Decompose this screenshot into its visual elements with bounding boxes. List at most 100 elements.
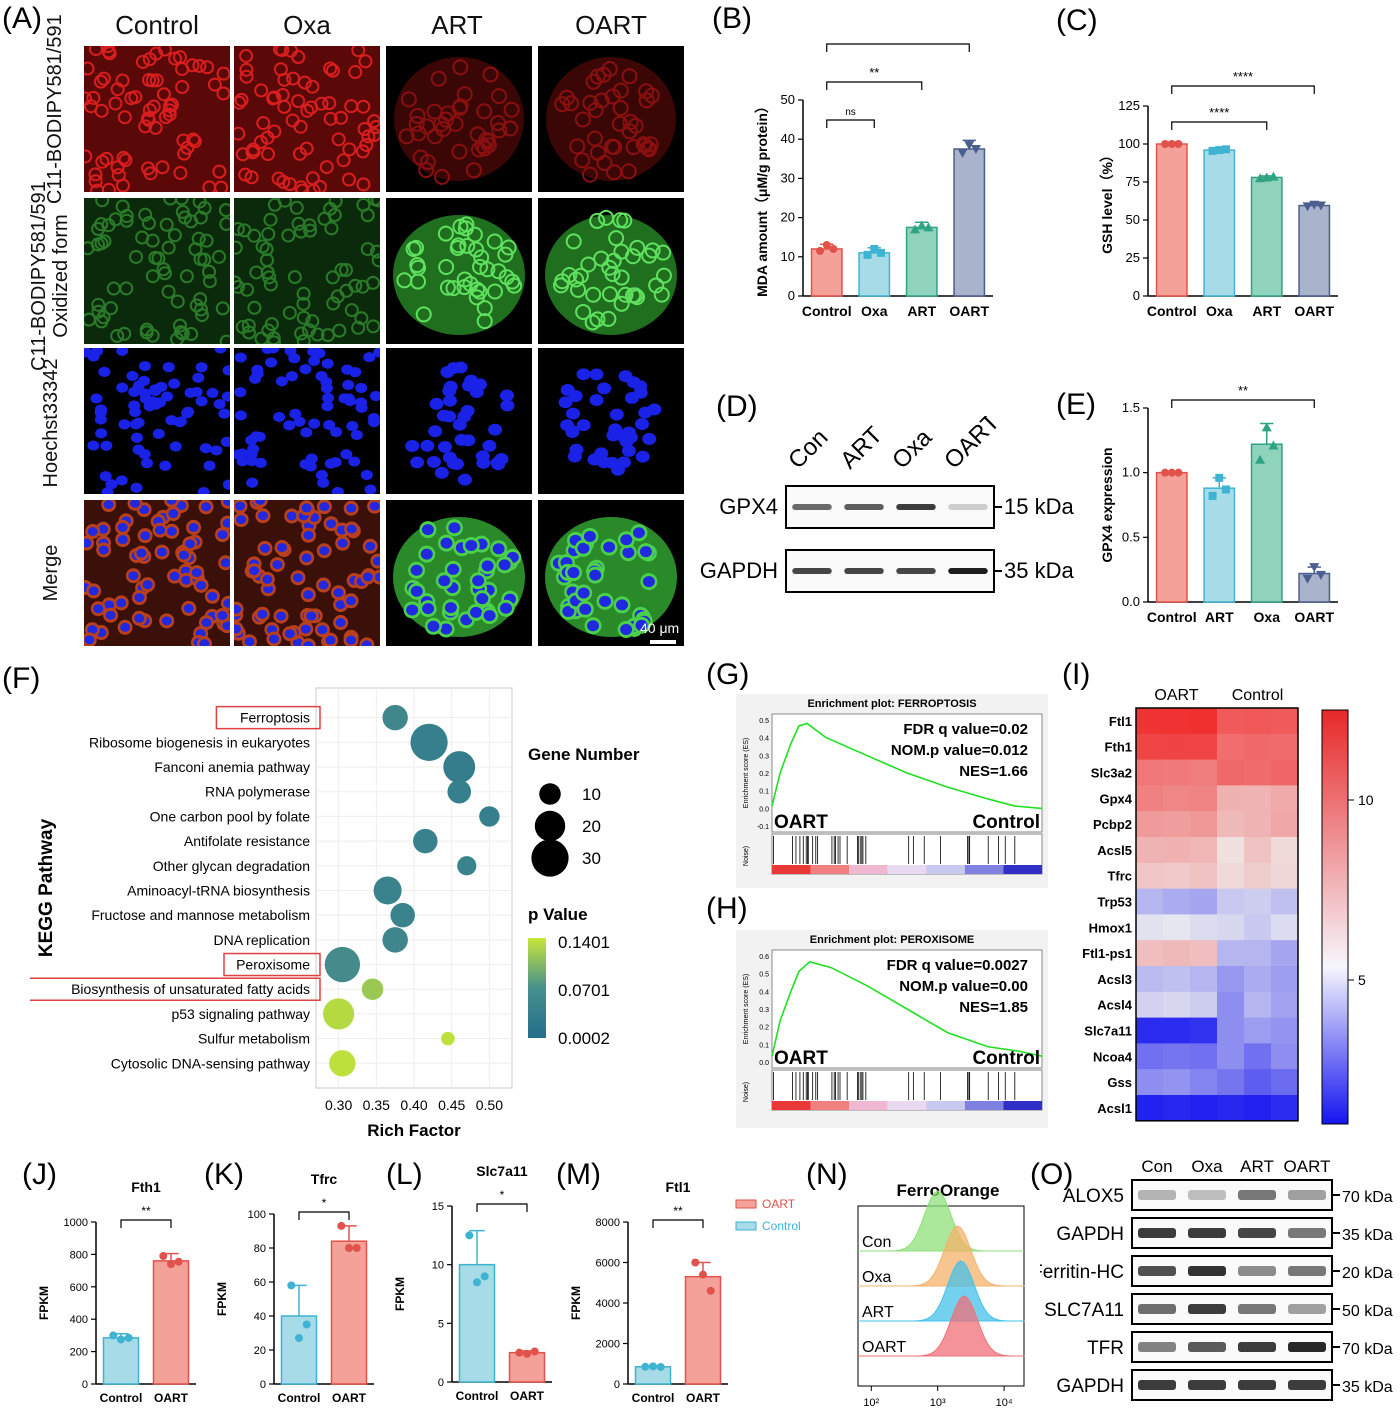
stat-label: NES=1.66 xyxy=(959,763,1028,780)
heatmap-cell xyxy=(1136,1017,1164,1044)
nucleus xyxy=(481,560,494,572)
nucleus xyxy=(321,358,334,369)
cell xyxy=(486,233,503,250)
cell xyxy=(163,198,178,206)
cell xyxy=(348,65,363,80)
nucleus xyxy=(619,435,634,448)
gene-label: Hmox1 xyxy=(1089,920,1132,935)
micrograph-image xyxy=(84,198,230,344)
data-point xyxy=(1174,468,1183,477)
cell xyxy=(241,318,256,333)
data-point xyxy=(337,1221,346,1230)
nucleus xyxy=(245,455,258,467)
cell xyxy=(234,222,245,237)
y-tick-label: 400 xyxy=(70,1314,88,1326)
heatmap-cell xyxy=(1163,888,1191,915)
nucleus xyxy=(174,416,187,427)
heatmap-cell xyxy=(1136,940,1164,967)
cell xyxy=(295,183,310,192)
cell xyxy=(291,94,306,109)
cell xyxy=(342,142,357,157)
protein-band xyxy=(948,504,988,510)
heatmap-cell xyxy=(1136,708,1164,735)
heatmap-cell xyxy=(1163,1017,1191,1044)
gsh-bar-chart: 0 25 50 75 100 125 GSH level（%） Control Oxa ART OA… xyxy=(1099,69,1338,319)
bubble xyxy=(324,946,361,983)
cell xyxy=(119,213,134,228)
cell xyxy=(341,172,356,187)
data-point xyxy=(473,1278,481,1287)
nucleus xyxy=(166,500,177,505)
cell xyxy=(334,262,349,277)
nucleus xyxy=(199,639,210,646)
nucleus xyxy=(350,429,363,441)
data-point xyxy=(1261,422,1272,432)
column-header-oart: OART xyxy=(575,10,647,40)
row-label-oxidized-text: C11-BODIPY581/591 Oxidized form xyxy=(28,181,72,371)
nucleus xyxy=(300,624,311,634)
nucleus xyxy=(500,399,515,412)
band-label: SLC7A11 xyxy=(1044,1300,1124,1321)
size-legend-circle xyxy=(539,783,561,805)
nucleus xyxy=(429,397,444,410)
cell xyxy=(575,303,592,320)
nucleus xyxy=(126,370,139,382)
nucleus xyxy=(362,572,373,582)
nucleus xyxy=(213,398,226,410)
nucleus xyxy=(410,564,423,576)
cell xyxy=(149,73,164,88)
nucleus xyxy=(442,451,457,464)
protein-band xyxy=(792,504,832,510)
cell xyxy=(101,218,116,233)
nucleus xyxy=(196,580,207,590)
gene-label: Acsl4 xyxy=(1097,998,1132,1013)
nucleus xyxy=(346,420,359,432)
heatmap-cell xyxy=(1190,914,1218,941)
micrograph-image xyxy=(84,500,230,646)
colorbar-label: 5 xyxy=(1358,972,1366,988)
cell xyxy=(408,115,425,132)
x-tick-label: 0.45 xyxy=(438,1097,465,1113)
cell xyxy=(451,143,468,160)
cell xyxy=(554,96,571,113)
nucleus xyxy=(303,530,314,540)
cell xyxy=(598,209,615,226)
category-label: OART xyxy=(1294,609,1334,625)
data-point xyxy=(530,1347,539,1356)
heatmap-cell xyxy=(1271,785,1299,812)
cell xyxy=(449,239,466,256)
nucleus xyxy=(142,580,153,590)
nucleus xyxy=(499,602,512,614)
heatmap-cell xyxy=(1190,862,1218,890)
y-tick-label: 0.6 xyxy=(759,954,769,961)
y-tick-label: 0.0 xyxy=(759,1060,769,1067)
category-label: Control xyxy=(278,1391,321,1405)
nucleus xyxy=(222,518,230,528)
nucleus xyxy=(434,466,449,479)
nucleus xyxy=(426,456,441,468)
cell xyxy=(294,224,309,239)
cell xyxy=(95,198,110,208)
cell xyxy=(438,111,455,128)
heatmap-cell xyxy=(1190,888,1218,915)
nucleus xyxy=(483,610,496,622)
cell xyxy=(408,239,425,256)
nucleus xyxy=(234,387,247,398)
nucleus xyxy=(566,407,581,420)
data-point xyxy=(1302,202,1313,212)
nucleus xyxy=(251,368,264,379)
cell xyxy=(612,100,629,117)
panel-label-b: (B) xyxy=(712,2,752,35)
heatmap-cell xyxy=(1190,991,1218,1019)
column-header-oxa: Oxa xyxy=(283,10,331,40)
cell xyxy=(585,286,602,303)
bottom-label: Noise) xyxy=(743,1082,750,1102)
cell xyxy=(234,126,246,141)
nucleus xyxy=(105,479,118,490)
nucleus xyxy=(190,386,203,398)
micrograph-merge-control xyxy=(84,500,230,646)
cell xyxy=(574,111,591,128)
cell xyxy=(266,335,281,344)
heatmap-border xyxy=(1135,707,1299,1122)
data-point xyxy=(1174,140,1183,148)
